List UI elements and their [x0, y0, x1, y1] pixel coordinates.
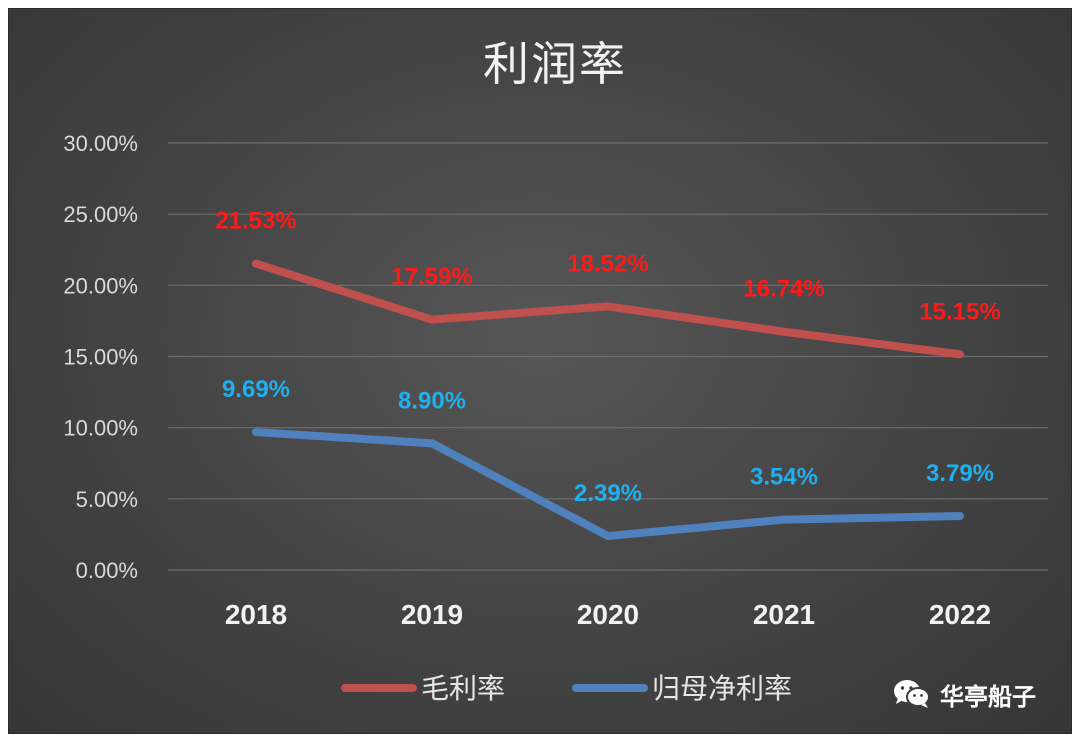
- chart-title: 利润率: [483, 37, 627, 91]
- y-tick-label: 5.00%: [76, 487, 138, 512]
- watermark-text: 华亭船子: [940, 682, 1036, 711]
- y-tick-label: 10.00%: [63, 416, 138, 441]
- y-tick-label: 20.00%: [63, 273, 138, 298]
- data-point: [783, 518, 785, 521]
- x-tick-label: 2021: [753, 599, 815, 630]
- data-point: [431, 318, 433, 321]
- y-tick-label: 0.00%: [76, 558, 138, 583]
- data-label: 8.90%: [398, 387, 466, 414]
- x-axis-ticks: 2018 2019 2020 2021 2022: [225, 599, 991, 630]
- y-tick-label: 25.00%: [63, 202, 138, 227]
- data-point: [959, 515, 961, 518]
- data-label: 3.79%: [926, 460, 994, 487]
- data-point: [431, 442, 433, 445]
- watermark: 华亭船子: [892, 672, 1036, 716]
- wechat-icon: [894, 680, 930, 708]
- y-axis-ticks: 0.00% 5.00% 10.00% 15.00% 20.00% 25.00% 30.00%: [63, 131, 138, 583]
- data-label: 17.59%: [391, 264, 472, 291]
- y-tick-label: 30.00%: [63, 131, 138, 156]
- data-point: [959, 353, 961, 356]
- data-point: [607, 305, 609, 308]
- data-point: [255, 431, 257, 434]
- data-label: 2.39%: [574, 480, 642, 507]
- data-point: [255, 262, 257, 265]
- data-label: 9.69%: [222, 376, 290, 403]
- data-labels: 21.53% 17.59% 18.52% 16.74% 15.15% 9.69% 8.90%…: [215, 208, 1000, 507]
- chart-area: [8, 8, 1072, 734]
- y-tick-label: 15.00%: [63, 345, 138, 370]
- series-lines: [252, 259, 964, 540]
- legend-label: 毛利率: [421, 672, 505, 705]
- data-label: 21.53%: [215, 208, 296, 235]
- x-tick-label: 2022: [929, 599, 991, 630]
- x-tick-label: 2019: [401, 599, 463, 630]
- x-tick-label: 2018: [225, 599, 287, 630]
- data-point: [783, 330, 785, 333]
- data-label: 18.52%: [567, 250, 648, 277]
- legend-label: 归母净利率: [652, 672, 792, 705]
- data-label: 15.15%: [919, 298, 1000, 325]
- data-point: [607, 534, 609, 537]
- data-label: 16.74%: [743, 276, 824, 303]
- data-label: 3.54%: [750, 464, 818, 491]
- x-tick-label: 2020: [577, 599, 639, 630]
- legend: 毛利率 归母净利率: [341, 672, 792, 705]
